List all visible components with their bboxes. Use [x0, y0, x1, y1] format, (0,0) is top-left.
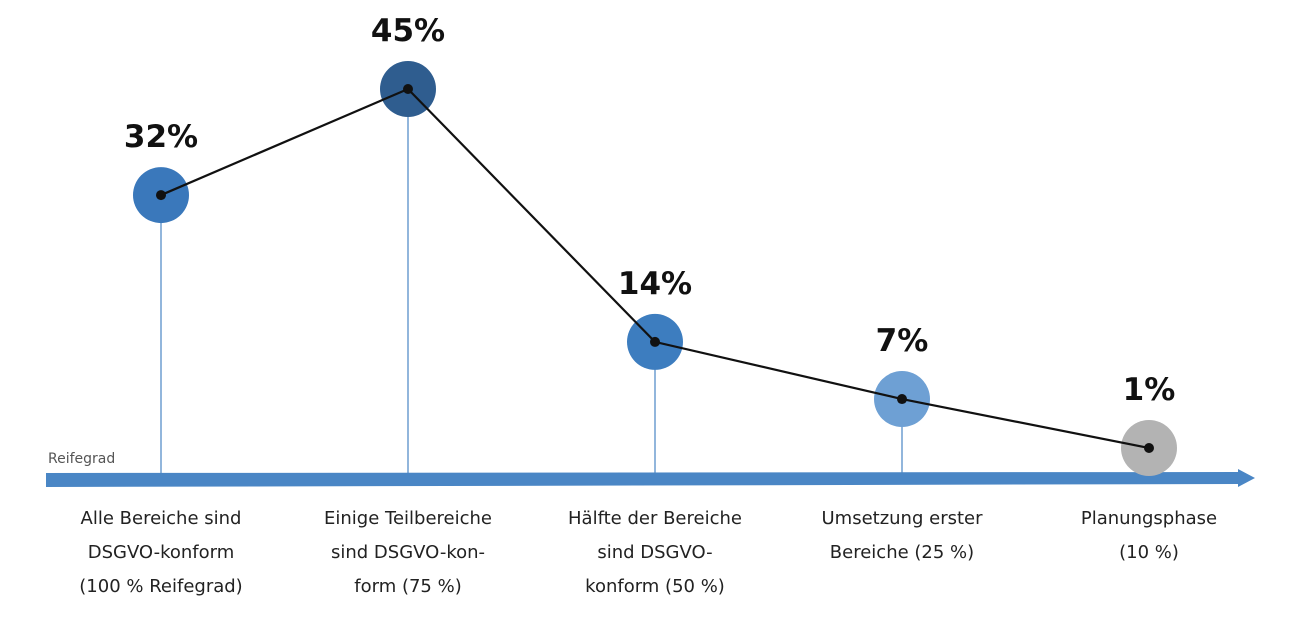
data-point: [1144, 443, 1154, 453]
data-point: [403, 84, 413, 94]
category-label-line: (10 %): [1119, 542, 1179, 563]
data-point: [897, 394, 907, 405]
data-label: 14%: [618, 266, 692, 302]
category-label: Planungsphase (10 %): [1034, 502, 1264, 570]
category-label-line: form (75 %): [354, 576, 462, 597]
data-label: 7%: [876, 323, 929, 359]
category-label-line: Planungsphase: [1080, 508, 1218, 529]
category-label-line: Alle Bereiche sind: [80, 508, 242, 529]
category-label: Alle Bereiche sind DSGVO-konform (100 % Re…: [46, 502, 276, 604]
category-label-line: Umsetzung erster: [821, 508, 983, 529]
category-label-line: konform (50 %): [585, 576, 725, 597]
category-label-line: DSGVO-konform: [87, 542, 235, 563]
reifegrad-axis: [46, 469, 1255, 487]
category-label-line: Hälfte der Bereiche: [568, 508, 742, 529]
data-label: 32%: [124, 119, 198, 155]
axis-label: Reifegrad: [48, 451, 115, 467]
category-label-line: sind DSGVO-kon-: [330, 542, 486, 563]
data-point: [156, 190, 166, 201]
category-label-line: sind DSGVO-: [597, 542, 713, 563]
data-point: [650, 336, 660, 347]
data-label: 1%: [1123, 372, 1176, 408]
category-label-line: (100 % Reifegrad): [79, 576, 243, 597]
category-label: Umsetzung erster Bereiche (25 %): [787, 502, 1017, 570]
data-label: 45%: [371, 13, 445, 49]
category-label: Einige Teilbereiche sind DSGVO-kon-form (…: [293, 502, 523, 604]
category-label-line: Bereiche (25 %): [829, 542, 975, 563]
category-label-line: Einige Teilbereiche: [324, 508, 492, 529]
category-label: Hälfte der Bereiche sind DSGVO-konform (5…: [540, 502, 770, 604]
